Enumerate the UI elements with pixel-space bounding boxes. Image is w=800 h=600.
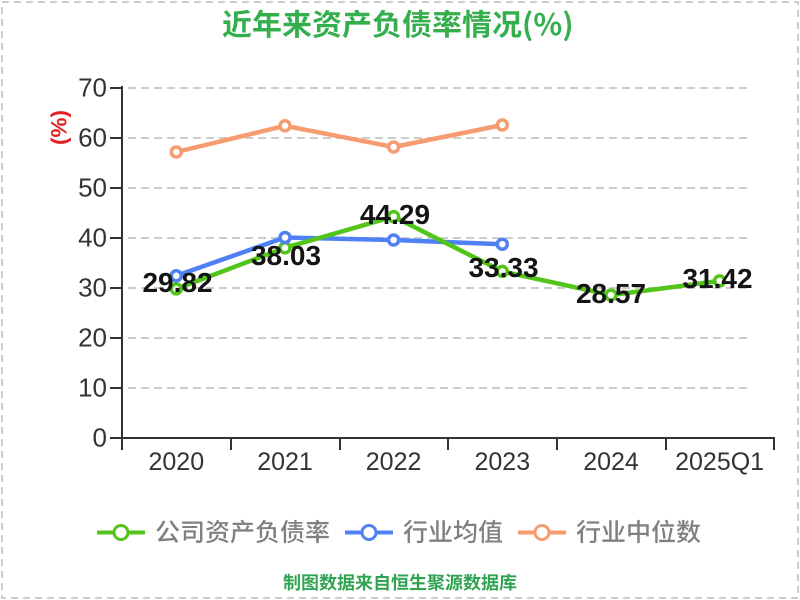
svg-text:2021: 2021 [257,448,313,476]
svg-text:70: 70 [78,73,107,103]
svg-text:40: 40 [78,223,107,253]
svg-text:31.42: 31.42 [682,263,752,294]
svg-text:38.03: 38.03 [251,240,321,271]
svg-text:20: 20 [78,323,107,353]
svg-text:2023: 2023 [474,448,530,476]
svg-text:30: 30 [78,273,107,303]
svg-text:50: 50 [78,173,107,203]
svg-text:29.82: 29.82 [142,267,212,298]
svg-text:44.29: 44.29 [360,199,430,230]
svg-text:10: 10 [78,373,107,403]
svg-text:2020: 2020 [148,448,204,476]
svg-text:(%): (%) [47,110,72,145]
svg-text:33.33: 33.33 [468,252,538,283]
svg-text:0: 0 [93,423,107,453]
svg-text:28.57: 28.57 [576,278,646,309]
svg-text:2024: 2024 [583,448,639,476]
svg-text:60: 60 [78,123,107,153]
svg-text:2022: 2022 [366,448,422,476]
svg-text:2025Q1: 2025Q1 [675,448,764,476]
